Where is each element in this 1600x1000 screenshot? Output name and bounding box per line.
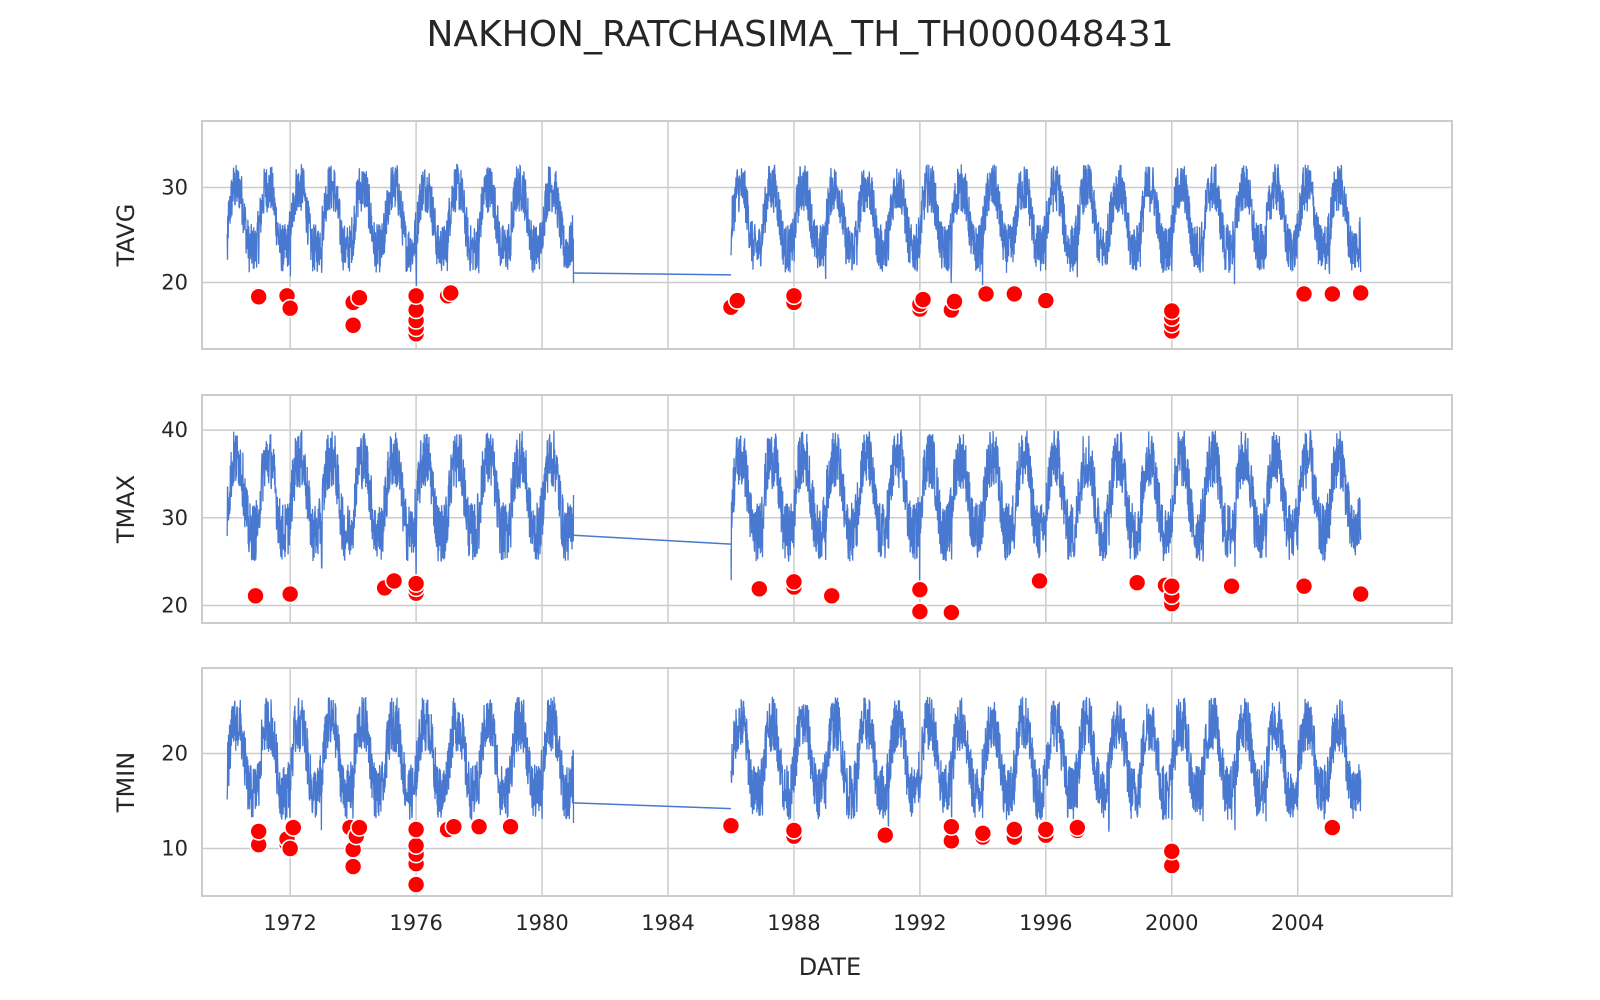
- outlier-point: [1162, 576, 1182, 596]
- outlier-point: [875, 825, 895, 845]
- y-tick-label: 10: [161, 837, 188, 861]
- y-tick-label: 20: [161, 742, 188, 766]
- outlier-point: [1162, 842, 1182, 861]
- outlier-point: [350, 288, 369, 308]
- x-tick-label: 1992: [893, 911, 946, 935]
- outlier-point: [942, 817, 961, 836]
- x-tick-label: 1972: [263, 911, 316, 935]
- outlier-point: [1127, 573, 1147, 592]
- outlier-point: [910, 580, 930, 599]
- outlier-point: [1294, 284, 1314, 304]
- outlier-point: [1030, 571, 1049, 591]
- series-line-segment: [226, 430, 575, 578]
- outlier-point: [945, 292, 964, 311]
- outlier-point: [441, 283, 461, 303]
- x-tick-label: 2000: [1145, 911, 1198, 935]
- series-line-segment: [730, 163, 1362, 287]
- x-tick-label: 1976: [389, 911, 442, 935]
- outlier-point: [721, 816, 741, 836]
- gap-connector-line: [573, 802, 731, 810]
- outlier-point: [973, 823, 993, 843]
- outlier-point: [1162, 301, 1182, 321]
- y-axis-label: TAVG: [112, 204, 140, 268]
- outlier-point: [750, 579, 769, 599]
- outlier-point: [784, 821, 804, 840]
- x-tick-label: 1996: [1019, 911, 1072, 935]
- x-axis-label: DATE: [799, 953, 861, 981]
- x-tick-label: 2004: [1271, 911, 1324, 935]
- outlier-point: [284, 818, 303, 837]
- gap-connector-line: [573, 534, 732, 545]
- outlier-point: [910, 602, 930, 621]
- y-tick-label: 20: [161, 593, 188, 617]
- y-axis-label: TMAX: [112, 475, 140, 544]
- series-line-segment: [226, 162, 575, 287]
- series-line-segment: [730, 428, 1362, 582]
- outlier-point: [784, 286, 804, 306]
- y-tick-label: 20: [161, 271, 188, 295]
- outlier-point: [1005, 284, 1024, 304]
- outlier-point: [444, 817, 464, 836]
- outlier-point: [406, 875, 426, 894]
- outlier-point: [913, 290, 933, 309]
- outlier-point: [942, 603, 961, 622]
- outlier-point: [1323, 818, 1342, 837]
- outlier-point: [406, 286, 426, 306]
- outlier-point: [469, 817, 489, 836]
- outlier-point: [976, 284, 996, 304]
- outlier-point: [727, 291, 747, 310]
- gap-connector-line: [573, 272, 731, 276]
- outlier-point: [343, 315, 363, 335]
- chart-title: NAKHON_RATCHASIMA_TH_TH000048431: [426, 14, 1174, 55]
- outlier-point: [406, 820, 426, 839]
- series-line-segment: [226, 696, 575, 831]
- outlier-point: [1323, 284, 1342, 304]
- x-tick-label: 1980: [515, 911, 568, 935]
- y-tick-label: 30: [161, 176, 188, 200]
- outlier-point: [343, 857, 363, 876]
- outlier-point: [1351, 584, 1370, 604]
- outlier-point: [822, 586, 842, 606]
- panel-tavg: 20 30 TAVG: [112, 120, 1453, 350]
- outlier-point: [280, 298, 300, 318]
- outlier-point: [384, 571, 404, 591]
- outlier-point: [1294, 576, 1314, 596]
- outlier-point: [406, 836, 426, 855]
- outlier-point: [350, 818, 369, 837]
- outlier-point: [1036, 291, 1056, 310]
- outlier-point: [784, 572, 804, 592]
- outlier-point: [1005, 820, 1024, 839]
- outlier-point: [1222, 576, 1241, 596]
- outlier-point: [249, 287, 268, 307]
- y-tick-label: 30: [161, 506, 188, 530]
- panel-tmax: 20 30 40 TMAX: [112, 394, 1453, 624]
- y-tick-label: 40: [161, 418, 188, 442]
- outlier-point: [280, 839, 300, 858]
- x-tick-label: 1988: [767, 911, 820, 935]
- outlier-point: [249, 822, 268, 841]
- outlier-point: [246, 586, 265, 606]
- outlier-point: [1351, 283, 1370, 303]
- series-line-segment: [730, 696, 1362, 835]
- x-tick-label: 1984: [641, 911, 694, 935]
- outlier-point: [280, 584, 300, 604]
- outlier-point: [1036, 820, 1056, 839]
- outlier-point: [1068, 818, 1087, 837]
- outlier-point: [501, 817, 520, 836]
- panel-tmin: 10 20 TMIN 1972 1976 1980 1984 1988 1992 1996 2000…: [112, 667, 1453, 935]
- outlier-point: [406, 574, 426, 593]
- y-axis-label: TMIN: [112, 752, 140, 813]
